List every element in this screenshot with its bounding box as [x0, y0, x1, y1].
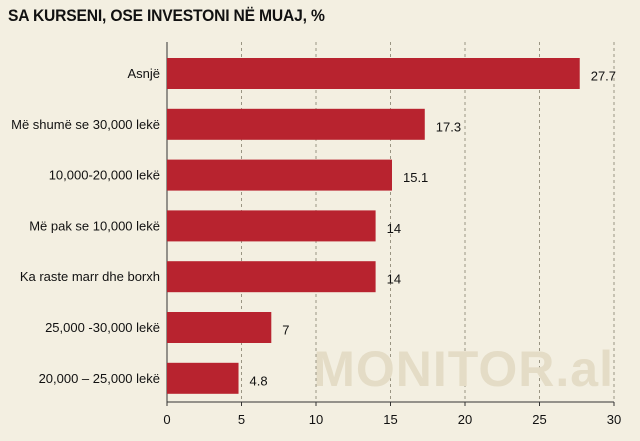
x-tick-label: 10 — [309, 412, 323, 427]
chart-title: SA KURSENI, OSE INVESTONI NË MUAJ, % — [8, 6, 325, 25]
value-label: 27.7 — [591, 69, 616, 84]
bar — [167, 312, 272, 343]
value-label: 14 — [387, 221, 401, 236]
bar — [167, 58, 580, 89]
category-label: Ka raste marr dhe borxh — [20, 269, 160, 284]
category-label: 10,000-20,000 lekë — [49, 168, 160, 183]
value-label: 4.8 — [250, 373, 268, 388]
category-label: Më shumë se 30,000 lekë — [11, 117, 160, 132]
bar — [167, 261, 376, 293]
bar — [167, 159, 392, 191]
value-label: 14 — [387, 272, 401, 287]
category-label: 25,000 -30,000 lekë — [45, 320, 160, 335]
x-tick-label: 5 — [238, 412, 245, 427]
x-tick-label: 25 — [532, 412, 546, 427]
x-tick-label: 15 — [383, 412, 397, 427]
value-label: 15.1 — [403, 170, 428, 185]
x-tick-label: 30 — [607, 412, 621, 427]
bar — [167, 362, 239, 394]
x-tick-label: 20 — [458, 412, 472, 427]
bar — [167, 210, 376, 242]
value-label: 7 — [282, 323, 289, 338]
x-tick-label: 0 — [163, 412, 170, 427]
value-label: 17.3 — [436, 119, 461, 134]
category-label: 20,000 – 25,000 lekë — [39, 371, 160, 386]
category-label: Asnjë — [127, 66, 160, 81]
bar — [167, 108, 425, 140]
category-label: Më pak se 10,000 lekë — [29, 218, 160, 233]
